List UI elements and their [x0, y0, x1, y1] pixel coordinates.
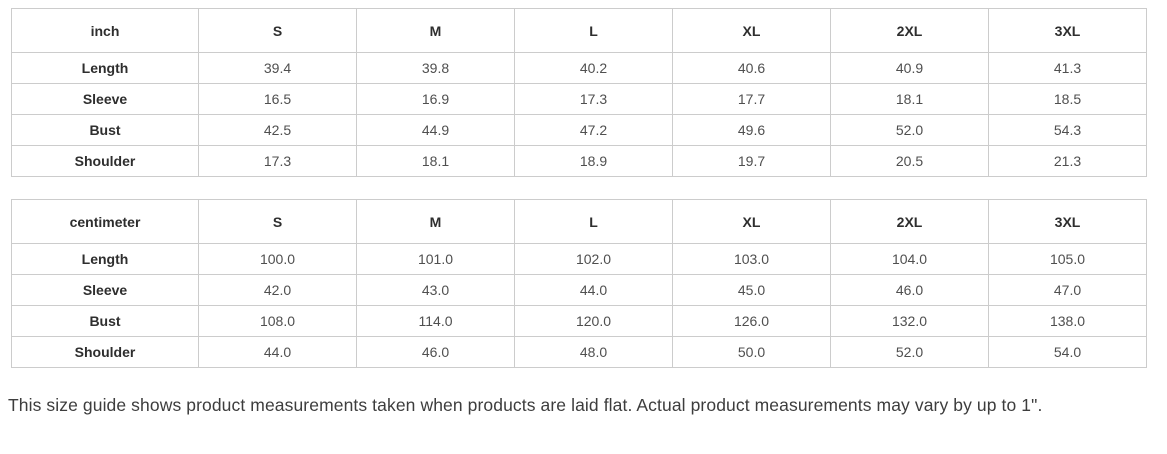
measurement-value: 52.0 — [830, 336, 989, 368]
measurement-label: Bust — [11, 114, 199, 146]
unit-header-cell: centimeter — [11, 199, 199, 244]
measurement-value: 108.0 — [198, 305, 357, 337]
measurement-value: 42.5 — [198, 114, 357, 146]
size-column-header: XL — [672, 199, 831, 244]
measurement-row: Bust 108.0 114.0 120.0 126.0 132.0 138.0 — [11, 305, 1147, 337]
size-table-inch: inch S M L XL 2XL 3XL Length 39.4 39.8 40.2 40.6 40.… — [11, 8, 1147, 177]
measurement-value: 47.0 — [988, 274, 1147, 306]
measurement-label: Length — [11, 243, 199, 275]
size-column-header: S — [198, 8, 357, 53]
size-column-header: 3XL — [988, 8, 1147, 53]
size-column-header: M — [356, 8, 515, 53]
size-header-row: centimeter S M L XL 2XL 3XL — [11, 199, 1147, 244]
size-column-header: S — [198, 199, 357, 244]
measurement-value: 50.0 — [672, 336, 831, 368]
measurement-value: 18.5 — [988, 83, 1147, 115]
measurement-value: 47.2 — [514, 114, 673, 146]
measurement-row: Length 100.0 101.0 102.0 103.0 104.0 105.0 — [11, 243, 1147, 275]
measurement-row: Shoulder 44.0 46.0 48.0 50.0 52.0 54.0 — [11, 336, 1147, 368]
measurement-value: 48.0 — [514, 336, 673, 368]
measurement-value: 102.0 — [514, 243, 673, 275]
measurement-value: 104.0 — [830, 243, 989, 275]
measurement-value: 46.0 — [356, 336, 515, 368]
measurement-value: 120.0 — [514, 305, 673, 337]
size-column-header: L — [514, 199, 673, 244]
measurement-value: 39.8 — [356, 52, 515, 84]
measurement-value: 19.7 — [672, 145, 831, 177]
measurement-value: 40.2 — [514, 52, 673, 84]
measurement-value: 17.7 — [672, 83, 831, 115]
measurement-value: 18.9 — [514, 145, 673, 177]
measurement-value: 21.3 — [988, 145, 1147, 177]
measurement-value: 54.3 — [988, 114, 1147, 146]
measurement-value: 105.0 — [988, 243, 1147, 275]
measurement-value: 103.0 — [672, 243, 831, 275]
size-tables-container: inch S M L XL 2XL 3XL Length 39.4 39.8 40.2 40.6 40.… — [11, 8, 1167, 368]
size-header-row: inch S M L XL 2XL 3XL — [11, 8, 1147, 53]
size-column-header: 2XL — [830, 8, 989, 53]
measurement-value: 114.0 — [356, 305, 515, 337]
measurement-label: Bust — [11, 305, 199, 337]
measurement-value: 17.3 — [514, 83, 673, 115]
measurement-value: 49.6 — [672, 114, 831, 146]
measurement-value: 126.0 — [672, 305, 831, 337]
measurement-value: 40.6 — [672, 52, 831, 84]
measurement-row: Bust 42.5 44.9 47.2 49.6 52.0 54.3 — [11, 114, 1147, 146]
measurement-value: 39.4 — [198, 52, 357, 84]
measurement-label: Shoulder — [11, 336, 199, 368]
measurement-value: 16.9 — [356, 83, 515, 115]
measurement-value: 18.1 — [830, 83, 989, 115]
measurement-value: 20.5 — [830, 145, 989, 177]
measurement-value: 44.0 — [514, 274, 673, 306]
size-guide-page: inch S M L XL 2XL 3XL Length 39.4 39.8 40.2 40.6 40.… — [8, 8, 1167, 415]
measurement-value: 45.0 — [672, 274, 831, 306]
size-column-header: 2XL — [830, 199, 989, 244]
measurement-label: Length — [11, 52, 199, 84]
measurement-value: 41.3 — [988, 52, 1147, 84]
measurement-value: 40.9 — [830, 52, 989, 84]
measurement-value: 52.0 — [830, 114, 989, 146]
size-column-header: L — [514, 8, 673, 53]
measurement-label: Shoulder — [11, 145, 199, 177]
measurement-value: 17.3 — [198, 145, 357, 177]
measurement-value: 42.0 — [198, 274, 357, 306]
measurement-value: 132.0 — [830, 305, 989, 337]
size-column-header: M — [356, 199, 515, 244]
measurement-value: 100.0 — [198, 243, 357, 275]
measurement-row: Sleeve 16.5 16.9 17.3 17.7 18.1 18.5 — [11, 83, 1147, 115]
size-guide-disclaimer: This size guide shows product measuremen… — [8, 395, 1043, 415]
measurement-label: Sleeve — [11, 83, 199, 115]
size-column-header: XL — [672, 8, 831, 53]
unit-header-cell: inch — [11, 8, 199, 53]
measurement-value: 138.0 — [988, 305, 1147, 337]
size-column-header: 3XL — [988, 199, 1147, 244]
measurement-row: Sleeve 42.0 43.0 44.0 45.0 46.0 47.0 — [11, 274, 1147, 306]
size-table-centimeter: centimeter S M L XL 2XL 3XL Length 100.0 101.0 102… — [11, 199, 1147, 368]
measurement-value: 44.9 — [356, 114, 515, 146]
measurement-value: 18.1 — [356, 145, 515, 177]
measurement-row: Length 39.4 39.8 40.2 40.6 40.9 41.3 — [11, 52, 1147, 84]
measurement-label: Sleeve — [11, 274, 199, 306]
measurement-value: 16.5 — [198, 83, 357, 115]
measurement-value: 43.0 — [356, 274, 515, 306]
measurement-value: 54.0 — [988, 336, 1147, 368]
measurement-value: 46.0 — [830, 274, 989, 306]
measurement-row: Shoulder 17.3 18.1 18.9 19.7 20.5 21.3 — [11, 145, 1147, 177]
measurement-value: 101.0 — [356, 243, 515, 275]
measurement-value: 44.0 — [198, 336, 357, 368]
